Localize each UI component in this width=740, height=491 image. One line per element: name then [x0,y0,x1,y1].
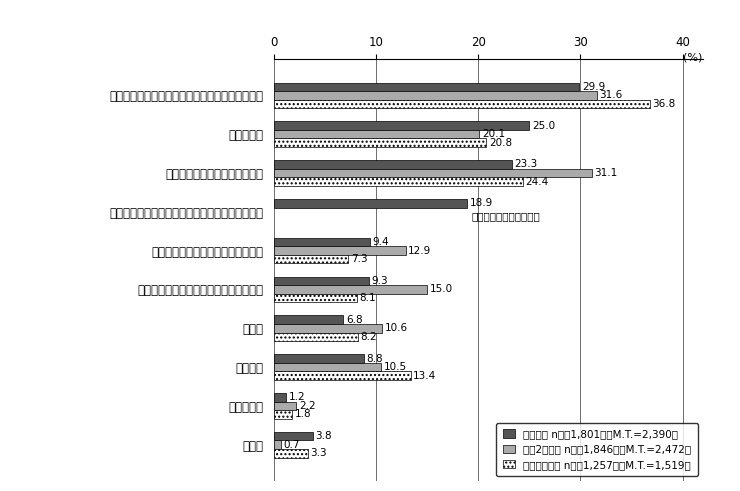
Bar [274,130,480,138]
Bar [274,432,312,440]
Bar [274,363,381,371]
Text: 10.6: 10.6 [385,323,408,333]
Bar [274,100,650,108]
Text: 9.4: 9.4 [372,237,389,247]
Bar [274,294,357,302]
Text: 18.9: 18.9 [469,198,493,208]
Bar [274,169,591,177]
Text: 10.5: 10.5 [383,362,407,372]
Text: 24.4: 24.4 [525,177,549,187]
Text: 31.6: 31.6 [599,90,622,100]
Text: 25.0: 25.0 [532,121,555,131]
Bar [274,160,512,169]
Text: 15.0: 15.0 [430,284,453,295]
Text: 29.9: 29.9 [582,82,605,92]
Bar [274,410,292,419]
Text: 0.7: 0.7 [283,440,300,450]
Bar [274,82,579,91]
Bar [274,91,596,100]
Bar [274,393,286,402]
Text: 12.9: 12.9 [408,246,431,256]
Bar [274,276,369,285]
Text: 1.8: 1.8 [295,409,312,419]
Bar [274,355,364,363]
Bar [274,402,296,410]
Text: 9.3: 9.3 [371,276,388,286]
Text: 7.3: 7.3 [351,254,368,264]
Bar [274,255,349,264]
Bar [274,121,529,130]
Text: 13.4: 13.4 [413,371,437,381]
Text: (%): (%) [682,53,702,62]
Bar [274,315,343,324]
Text: 今回調査からの新設項目: 今回調査からの新設項目 [471,211,539,221]
Text: 2.2: 2.2 [299,401,315,411]
Bar [274,177,523,186]
Text: 3.8: 3.8 [315,431,332,441]
Text: 6.8: 6.8 [346,315,363,325]
Bar [274,138,486,147]
Text: 23.3: 23.3 [514,160,538,169]
Text: 20.8: 20.8 [489,138,512,148]
Bar [274,246,406,255]
Text: 8.2: 8.2 [360,332,377,342]
Bar [274,332,357,341]
Legend: 今回調査 n＝（1,801）（M.T.=2,390）, 令和2年調査 n＝（1,846）（M.T.=2,472）, 令和元年調査 n＝（1,257）（M.T.=: 今回調査 n＝（1,801）（M.T.=2,390）, 令和2年調査 n＝（1,… [497,423,698,476]
Text: 31.1: 31.1 [594,168,617,178]
Text: 3.3: 3.3 [310,448,326,458]
Bar [274,238,370,246]
Text: 8.8: 8.8 [366,354,383,363]
Bar [274,199,467,208]
Bar [274,440,281,449]
Text: 1.2: 1.2 [289,392,305,402]
Bar [274,449,308,458]
Text: 36.8: 36.8 [653,99,676,109]
Bar [274,324,382,332]
Text: 20.1: 20.1 [482,129,505,139]
Bar [274,371,411,380]
Bar [274,285,427,294]
Text: 8.1: 8.1 [359,293,376,303]
